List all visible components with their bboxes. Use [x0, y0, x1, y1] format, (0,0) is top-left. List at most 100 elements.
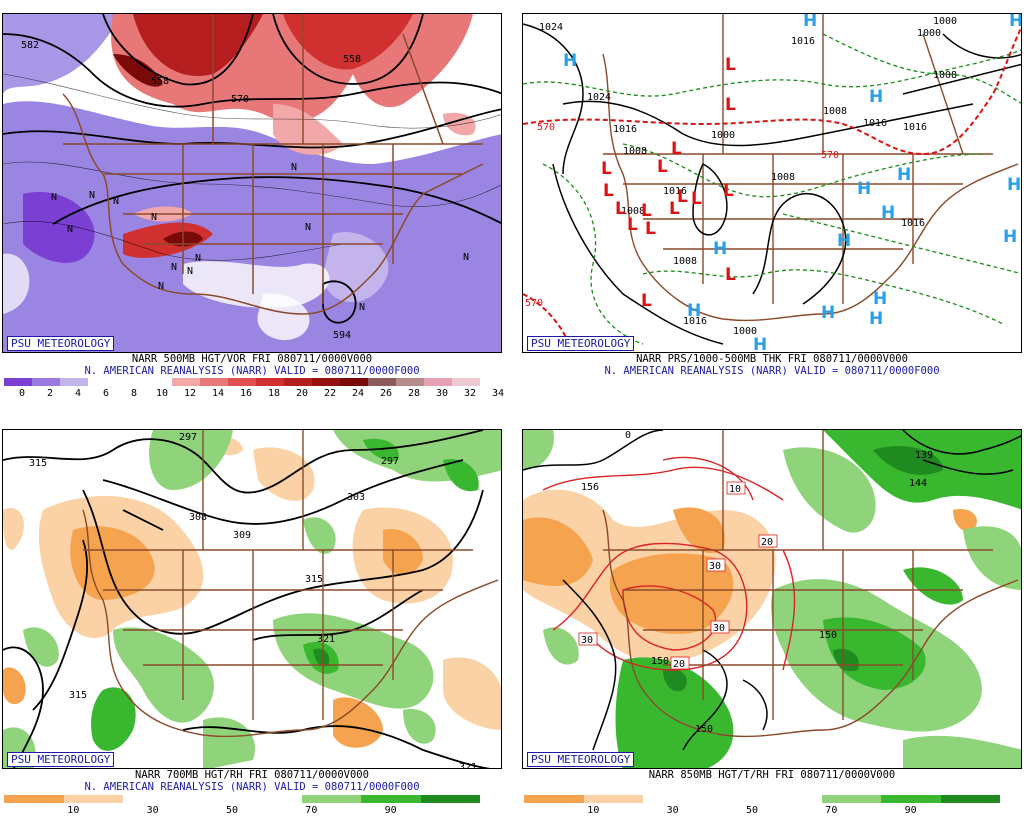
- colorbar-swatch: [123, 795, 183, 803]
- vorticity-minimum-marker: N: [51, 192, 57, 203]
- colorbar-swatch: [424, 378, 452, 386]
- colorbar-tick-label: 2: [46, 388, 54, 399]
- rh-colorbar: [4, 795, 480, 803]
- colorbar-tick-label: 30: [435, 388, 449, 399]
- high-pressure-marker: H: [857, 179, 871, 199]
- height-label: 297: [381, 456, 399, 467]
- height-label: 150: [695, 724, 713, 735]
- low-pressure-marker: L: [645, 219, 656, 239]
- low-pressure-marker: L: [725, 95, 736, 115]
- colorbar-tick-label: 0: [18, 388, 26, 399]
- colorbar-tick-label: 10: [587, 805, 600, 816]
- colorbar-swatch: [63, 795, 123, 803]
- colorbar-tick-label: 10: [155, 388, 169, 399]
- contour-label: 582: [21, 40, 39, 51]
- isobar-label: 1024: [587, 92, 611, 103]
- high-pressure-marker: H: [687, 301, 701, 321]
- colorbar-swatch: [144, 378, 172, 386]
- isobar-label: 1016: [663, 186, 687, 197]
- temperature-label: 30: [713, 623, 725, 634]
- isobar-label: 1016: [903, 122, 927, 133]
- vorticity-minimum-marker: N: [195, 253, 201, 264]
- height-label: 303: [347, 492, 365, 503]
- colorbar-swatch: [940, 795, 1000, 803]
- colorbar-tick-label: 22: [323, 388, 337, 399]
- colorbar-swatch: [228, 378, 256, 386]
- colorbar-tick-label: 30: [666, 805, 679, 816]
- isobar-label: 1008: [673, 256, 697, 267]
- high-pressure-marker: H: [1009, 14, 1022, 31]
- vorticity-colorbar: [4, 378, 480, 386]
- colorbar-swatch: [301, 795, 361, 803]
- panel-pressure-thickness: 1024 1016 1000 1024 1016 1008 1000 1008 …: [522, 13, 1022, 401]
- thickness-label: 570: [537, 122, 555, 133]
- high-pressure-marker: H: [713, 239, 727, 259]
- low-pressure-marker: L: [725, 55, 736, 75]
- colorbar-tick-label: 32: [463, 388, 477, 399]
- contour-label: 558: [343, 54, 361, 65]
- isobar-label: 1024: [539, 22, 563, 33]
- low-pressure-marker: L: [691, 189, 702, 209]
- height-label: 144: [909, 478, 927, 489]
- low-pressure-marker: L: [677, 187, 688, 207]
- height-label: 0: [625, 430, 631, 441]
- high-pressure-marker: H: [881, 203, 895, 223]
- height-label: 321: [459, 762, 477, 769]
- temperature-label: 20: [761, 537, 773, 548]
- height-label: 309: [233, 530, 251, 541]
- panel-title: NARR 850MB HGT/T/RH FRI 080711/0000V000: [648, 769, 896, 781]
- contour-label: 570: [231, 94, 249, 105]
- vorticity-map: 582 558 570 558 594 N N N N N N N N N N …: [3, 14, 501, 352]
- high-pressure-marker: H: [803, 14, 817, 31]
- high-pressure-marker: H: [1003, 227, 1017, 247]
- colorbar-tick-label: 8: [130, 388, 138, 399]
- isobar-label: 1016: [901, 218, 925, 229]
- vorticity-minimum-marker: N: [151, 212, 157, 223]
- panel-title: NARR PRS/1000-500MB THK FRI 080711/0000V…: [636, 353, 908, 365]
- vorticity-minimum-marker: N: [305, 222, 311, 233]
- colorbar-tick-label: 4: [74, 388, 82, 399]
- colorbar-swatch: [361, 795, 421, 803]
- colorbar-swatch: [643, 795, 703, 803]
- colorbar-tick-label: 26: [379, 388, 393, 399]
- low-pressure-marker: L: [725, 265, 736, 285]
- colorbar-swatch: [881, 795, 941, 803]
- isobar-label: 1008: [823, 106, 847, 117]
- colorbar-swatch: [116, 378, 144, 386]
- colorbar-swatch: [172, 378, 200, 386]
- height-label: 297: [179, 432, 197, 443]
- high-pressure-marker: H: [563, 51, 577, 71]
- temperature-label: 10: [729, 484, 741, 495]
- panel-subtitle: N. AMERICAN REANALYSIS (NARR) VALID = 08…: [604, 365, 940, 377]
- colorbar-swatch: [452, 378, 480, 386]
- colorbar-swatch: [312, 378, 340, 386]
- thickness-label: 570: [821, 150, 839, 161]
- vorticity-minimum-marker: N: [67, 224, 73, 235]
- colorbar-swatch: [340, 378, 368, 386]
- high-pressure-marker: H: [837, 231, 851, 251]
- vorticity-minimum-marker: N: [463, 252, 469, 263]
- colorbar-tick-label: 70: [825, 805, 838, 816]
- colorbar-swatch: [88, 378, 116, 386]
- colorbar-swatch: [242, 795, 302, 803]
- vorticity-colorbar-ticks: 0 2 4 6 8 10 12 14 16 18 20 22 24 26 28 30 32 34: [4, 388, 504, 400]
- high-pressure-marker: H: [897, 165, 911, 185]
- low-pressure-marker: L: [615, 199, 626, 219]
- colorbar-swatch: [60, 378, 88, 386]
- colorbar-tick-label: 34: [491, 388, 505, 399]
- isobar-label: 1016: [683, 316, 707, 327]
- colorbar-tick-label: 90: [384, 805, 397, 816]
- map-500mb: 582 558 570 558 594 N N N N N N N N N N …: [2, 13, 502, 353]
- vorticity-minimum-marker: N: [158, 281, 164, 292]
- isobar-label: 1016: [613, 124, 637, 135]
- contour-label: 594: [333, 330, 351, 341]
- colorbar-tick-label: 16: [239, 388, 253, 399]
- colorbar-swatch: [284, 378, 312, 386]
- colorbar-swatch: [4, 378, 32, 386]
- colorbar-swatch: [32, 378, 60, 386]
- panel-title: NARR 500MB HGT/VOR FRI 080711/0000V000: [131, 353, 373, 365]
- colorbar-swatch: [182, 795, 242, 803]
- panel-700mb-rh: 315 297 297 303 308 309 315 321 315 321 …: [2, 429, 502, 817]
- colorbar-swatch: [762, 795, 822, 803]
- height-label: 315: [29, 458, 47, 469]
